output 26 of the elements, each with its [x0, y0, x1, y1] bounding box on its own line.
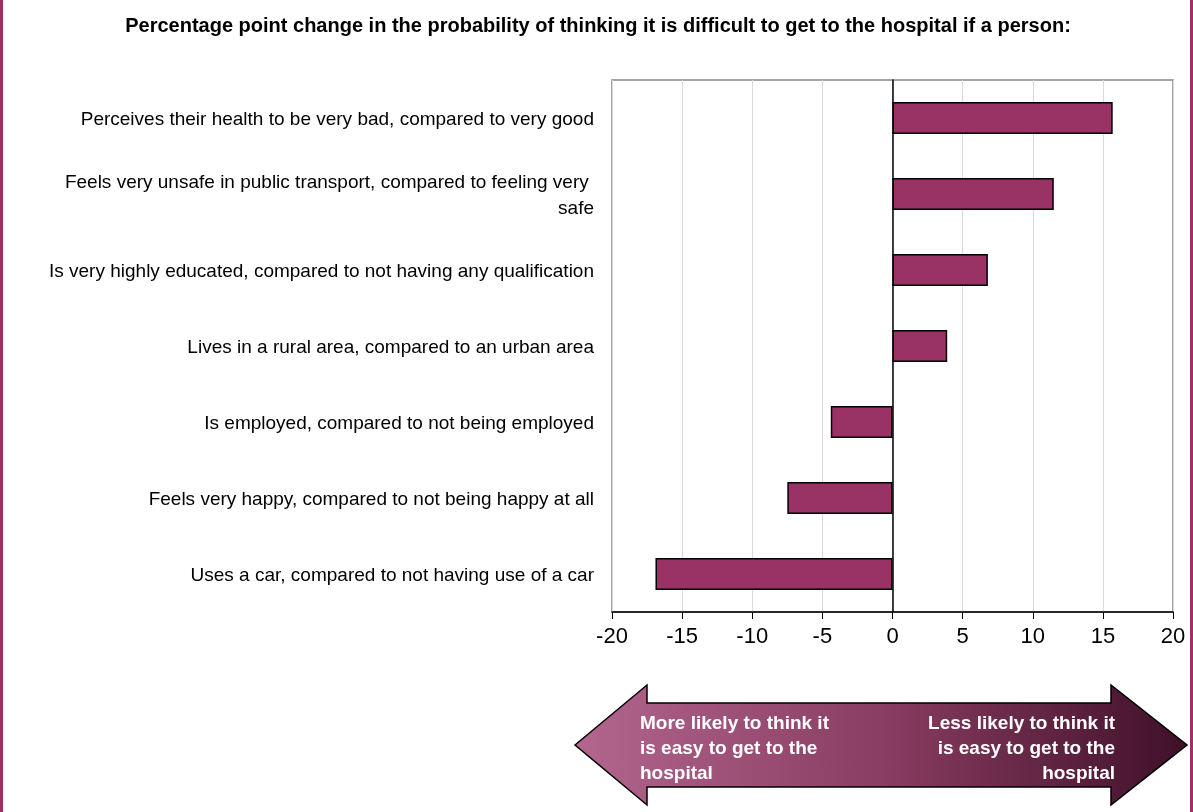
x-tick-label: 15 [1090, 622, 1116, 648]
x-tick-label: 20 [1160, 622, 1186, 648]
y-tick-label: Is very highly educated, compared to not having any qualification [49, 259, 594, 281]
y-tick-label: Feels very happy, compared to not being happy at all [148, 487, 594, 509]
text: Less likely to think it is easy to get to the hospital [927, 711, 1115, 785]
y-tick-label: Uses a car, compared to not having use of a car [190, 563, 595, 585]
x-tick-label: -10 [736, 622, 769, 648]
y-tick-label: Feels very unsafe in public transport, compared to feeling very safe [64, 170, 594, 218]
bar [655, 558, 893, 590]
bar [892, 178, 1054, 210]
bar [830, 406, 893, 438]
x-tick-label: -15 [666, 622, 699, 648]
bar [892, 102, 1113, 134]
text: More likely to think it is easy to get to the hospital [640, 711, 830, 785]
x-tick-label: -5 [812, 622, 833, 648]
x-tick-label: 0 [886, 622, 899, 648]
x-tick-label: 10 [1020, 622, 1045, 648]
x-tick-label: -20 [596, 622, 628, 648]
x-tick-label: 5 [956, 622, 969, 648]
y-tick-label: Perceives their health to be very bad, compared to very good [80, 107, 594, 129]
y-tick-label: Lives in a rural area, compared to an urban area [187, 335, 595, 357]
chart-title: Percentage point change in the probability of thinking it is difficult to get to the hospital if a person: [124, 13, 1072, 38]
bar [892, 254, 988, 286]
bar [787, 482, 893, 514]
y-tick-label: Is employed, compared to not being employed [204, 411, 594, 433]
bar [892, 330, 948, 362]
